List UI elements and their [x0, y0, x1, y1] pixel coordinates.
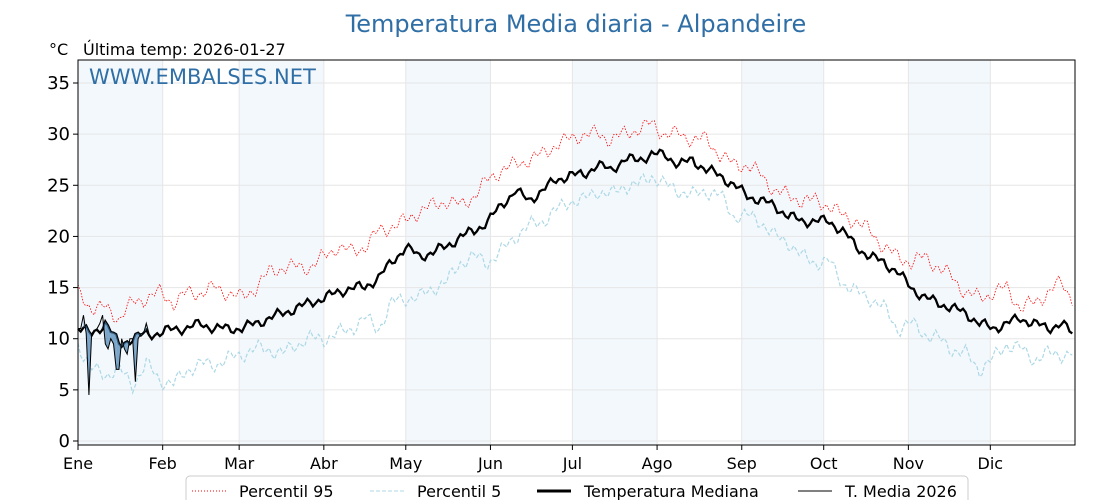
p5-line: [77, 173, 1073, 395]
below-median-fill: [124, 341, 128, 355]
y-tick-label: 30: [47, 124, 70, 145]
below-median-fill: [110, 332, 114, 344]
unit-label: °C: [49, 40, 68, 59]
y-tick-label: 10: [47, 329, 70, 350]
month-band: [572, 60, 658, 445]
below-median-fill: [105, 321, 109, 349]
x-tick-label: Jul: [562, 454, 582, 473]
x-tick-label: Feb: [149, 454, 177, 473]
p95-line: [77, 119, 1073, 323]
legend-median: Temperatura Mediana: [583, 482, 759, 500]
watermark: WWW.EMBALSES.NET: [89, 65, 316, 89]
x-tick-label: Abr: [310, 454, 338, 473]
month-band: [741, 60, 824, 445]
month-band: [78, 60, 163, 445]
current-year-line: [78, 315, 150, 395]
y-tick-label: 5: [59, 380, 70, 401]
y-tick-label: 35: [47, 73, 70, 94]
x-tick-label: Sep: [727, 454, 757, 473]
below-median-fill: [108, 325, 111, 349]
legend-p95: Percentil 95: [239, 482, 334, 500]
median-line: [77, 148, 1073, 349]
x-tick-label: Nov: [893, 454, 924, 473]
y-tick-label: 20: [47, 226, 70, 247]
x-tick-label: Dic: [978, 454, 1004, 473]
legend-p5: Percentil 5: [417, 482, 501, 500]
y-tick-label: 25: [47, 175, 70, 196]
y-tick-label: 0: [59, 431, 70, 452]
below-median-fill: [140, 332, 144, 336]
month-band: [405, 60, 491, 445]
below-median-fill: [116, 334, 119, 370]
chart-title: Temperatura Media diaria - Alpandeire: [345, 10, 807, 38]
x-tick-label: Ago: [642, 454, 673, 473]
below-median-fill: [127, 338, 130, 355]
x-tick-label: Jun: [477, 454, 503, 473]
legend-current: T. Media 2026: [844, 482, 957, 500]
month-band: [908, 60, 991, 445]
month-band: [239, 60, 324, 445]
x-tick-label: May: [389, 454, 422, 473]
x-tick-label: Ene: [63, 454, 93, 473]
y-tick-label: 15: [47, 278, 70, 299]
x-tick-label: Mar: [224, 454, 255, 473]
legend: Percentil 95 Percentil 5 Temperatura Med…: [185, 475, 969, 500]
plot-frame: [77, 59, 1076, 446]
legend-box: [185, 475, 969, 500]
last-temp-label: Última temp: 2026-01-27: [83, 40, 286, 59]
x-tick-label: Oct: [810, 454, 838, 473]
